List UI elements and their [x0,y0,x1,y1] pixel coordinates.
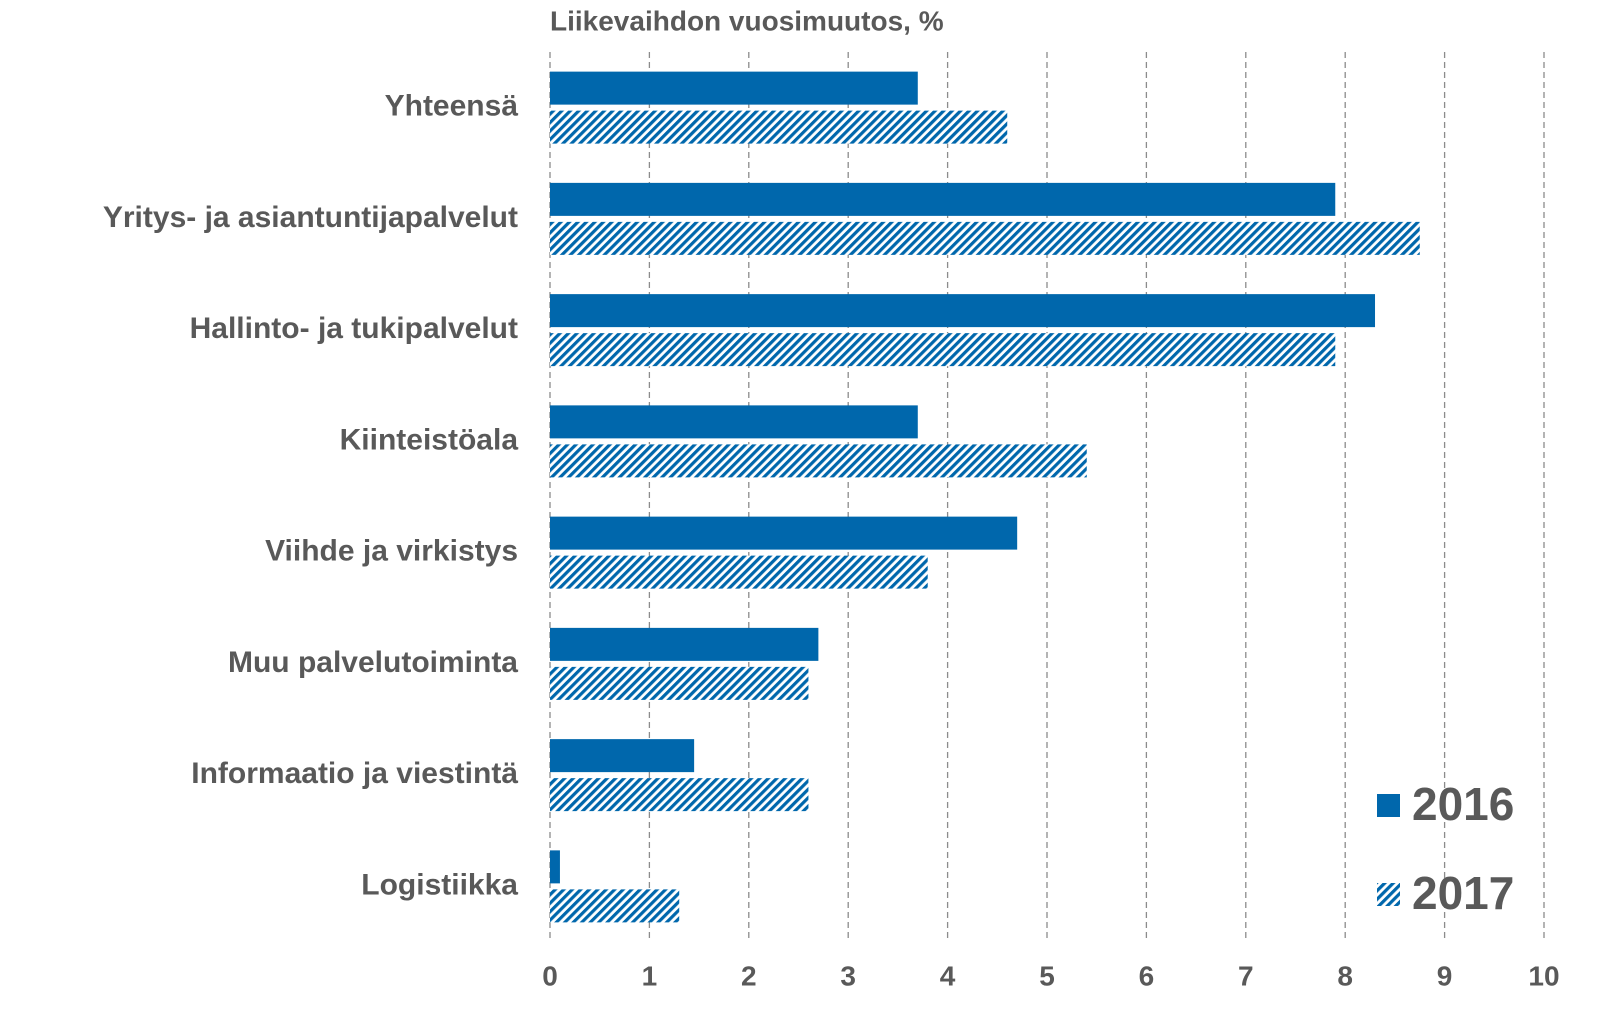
x-tick-label: 6 [1139,960,1155,991]
x-tick-label: 3 [840,960,856,991]
y-tick-label: Logistiikka [361,868,518,901]
bar [550,405,918,439]
legend-swatch [1377,794,1400,817]
legend-label: 2016 [1412,778,1514,830]
y-tick-label: Informaatio ja viestintä [191,757,518,790]
bar [550,666,809,700]
bar [550,627,819,661]
bar [550,850,560,884]
bar [550,739,695,773]
x-tick-label: 8 [1337,960,1353,991]
bar [550,110,1008,144]
y-tick-label: Yhteensä [385,90,519,123]
x-tick-label: 1 [642,960,658,991]
bar [550,889,680,923]
y-tick-label: Viihde ja virkistys [265,535,518,568]
chart-title: Liikevaihdon vuosimuutos, % [550,5,944,36]
bar [550,182,1336,216]
legend-swatch [1377,883,1400,906]
legend-label: 2017 [1412,867,1514,919]
bar [550,778,809,812]
bar [550,555,928,589]
x-tick-label: 0 [542,960,558,991]
x-tick-label: 5 [1039,960,1055,991]
y-tick-label: Muu palvelutoiminta [228,646,518,679]
bar [550,333,1336,367]
x-tick-label: 10 [1528,960,1559,991]
bar [550,294,1376,328]
x-tick-label: 7 [1238,960,1254,991]
x-tick-label: 2 [741,960,757,991]
bar [550,444,1087,478]
x-tick-label: 9 [1437,960,1453,991]
y-tick-label: Yritys- ja asiantuntijapalvelut [103,201,518,234]
y-tick-label: Hallinto- ja tukipalvelut [190,312,518,345]
bar [550,516,1018,550]
y-tick-label: Kiinteistöala [340,423,519,456]
x-tick-label: 4 [940,960,956,991]
bar [550,71,918,105]
bar [550,221,1420,255]
